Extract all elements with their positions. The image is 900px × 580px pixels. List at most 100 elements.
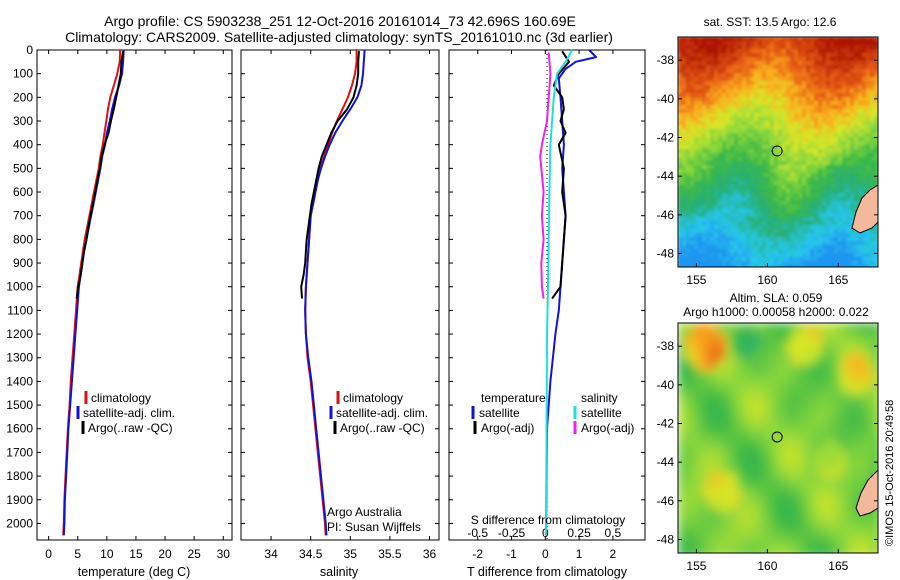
heatmap-cell — [686, 169, 691, 174]
heatmap-cell — [774, 73, 779, 78]
heatmap-cell — [750, 205, 755, 210]
heatmap-cell — [726, 137, 731, 142]
heatmap-cell — [768, 515, 775, 522]
heatmap-cell — [834, 449, 841, 456]
heatmap-cell — [814, 177, 819, 182]
heatmap-cell — [858, 365, 865, 372]
heatmap-cell — [810, 491, 817, 498]
heatmap-cell — [840, 335, 847, 342]
heatmap-cell — [846, 365, 853, 372]
heatmap-cell — [786, 209, 791, 214]
heatmap-cell — [786, 491, 793, 498]
heatmap-cell — [858, 189, 863, 194]
heatmap-cell — [814, 61, 819, 66]
heatmap-cell — [842, 41, 847, 46]
heatmap-cell — [734, 153, 739, 158]
heatmap-cell — [686, 89, 691, 94]
heatmap-cell — [780, 419, 787, 426]
heatmap-cell — [726, 341, 733, 348]
heatmap-cell — [706, 217, 711, 222]
heatmap-cell — [718, 153, 723, 158]
heatmap-cell — [828, 425, 835, 432]
heatmap-cell — [854, 41, 859, 46]
heatmap-cell — [682, 57, 687, 62]
heatmap-cell — [750, 401, 757, 408]
heatmap-cell — [762, 73, 767, 78]
heatmap-cell — [858, 401, 865, 408]
heatmap-cell — [830, 113, 835, 118]
heatmap-cell — [876, 425, 878, 432]
y-tick-label: 1400 — [6, 374, 33, 388]
heatmap-cell — [816, 389, 823, 396]
heatmap-cell — [786, 395, 793, 402]
heatmap-cell — [838, 89, 843, 94]
heatmap-cell — [822, 413, 829, 420]
heatmap-cell — [714, 253, 719, 258]
heatmap-cell — [798, 413, 805, 420]
heatmap-cell — [766, 49, 771, 54]
heatmap-cell — [686, 161, 691, 166]
heatmap-cell — [682, 37, 687, 42]
heatmap-cell — [682, 85, 687, 90]
heatmap-cell — [738, 323, 745, 330]
heatmap-cell — [842, 249, 847, 254]
heatmap-cell — [830, 65, 835, 70]
heatmap-cell — [690, 341, 697, 348]
heatmap-cell — [698, 73, 703, 78]
heatmap-cell — [722, 141, 727, 146]
heatmap-cell — [790, 193, 795, 198]
heatmap-cell — [762, 113, 767, 118]
heatmap-cell — [774, 189, 779, 194]
heatmap-cell — [834, 149, 839, 154]
heatmap-cell — [698, 129, 703, 134]
heatmap-cell — [694, 61, 699, 66]
heatmap-cell — [810, 425, 817, 432]
heatmap-cell — [840, 377, 847, 384]
heatmap-cell — [758, 129, 763, 134]
heatmap-cell — [766, 141, 771, 146]
heatmap-cell — [780, 389, 787, 396]
heatmap-cell — [714, 161, 719, 166]
heatmap-cell — [732, 491, 739, 498]
heatmap-cell — [822, 185, 827, 190]
heatmap-cell — [768, 383, 775, 390]
heatmap-cell — [758, 153, 763, 158]
heatmap-cell — [684, 545, 691, 552]
heatmap-cell — [684, 503, 691, 510]
heatmap-cell — [798, 157, 803, 162]
heatmap-cell — [854, 169, 859, 174]
heatmap-cell — [870, 93, 875, 98]
heatmap-cell — [770, 97, 775, 102]
heatmap-cell — [876, 455, 878, 462]
heatmap-cell — [714, 173, 719, 178]
heatmap-cell — [774, 551, 781, 553]
heatmap-cell — [840, 347, 847, 354]
heatmap-cell — [840, 407, 847, 414]
heatmap-cell — [746, 209, 751, 214]
heatmap-cell — [686, 45, 691, 50]
heatmap-cell — [792, 497, 799, 504]
heatmap-cell — [714, 221, 719, 226]
heatmap-cell — [718, 105, 723, 110]
heatmap-cell — [768, 389, 775, 396]
heatmap-cell — [706, 93, 711, 98]
heatmap-cell — [710, 233, 715, 238]
heatmap-cell — [746, 49, 751, 54]
heatmap-cell — [694, 233, 699, 238]
heatmap-cell — [810, 383, 817, 390]
heatmap-cell — [746, 125, 751, 130]
heatmap-cell — [862, 245, 867, 250]
heatmap-cell — [834, 137, 839, 142]
heatmap-cell — [786, 197, 791, 202]
heatmap-cell — [840, 329, 847, 336]
heatmap-cell — [770, 137, 775, 142]
heatmap-cell — [804, 479, 811, 486]
heatmap-cell — [794, 205, 799, 210]
heatmap-cell — [814, 145, 819, 150]
heatmap-cell — [798, 77, 803, 82]
heatmap-cell — [734, 189, 739, 194]
heatmap-cell — [770, 249, 775, 254]
heatmap-cell — [742, 73, 747, 78]
heatmap-cell — [738, 347, 745, 354]
heatmap-cell — [790, 105, 795, 110]
